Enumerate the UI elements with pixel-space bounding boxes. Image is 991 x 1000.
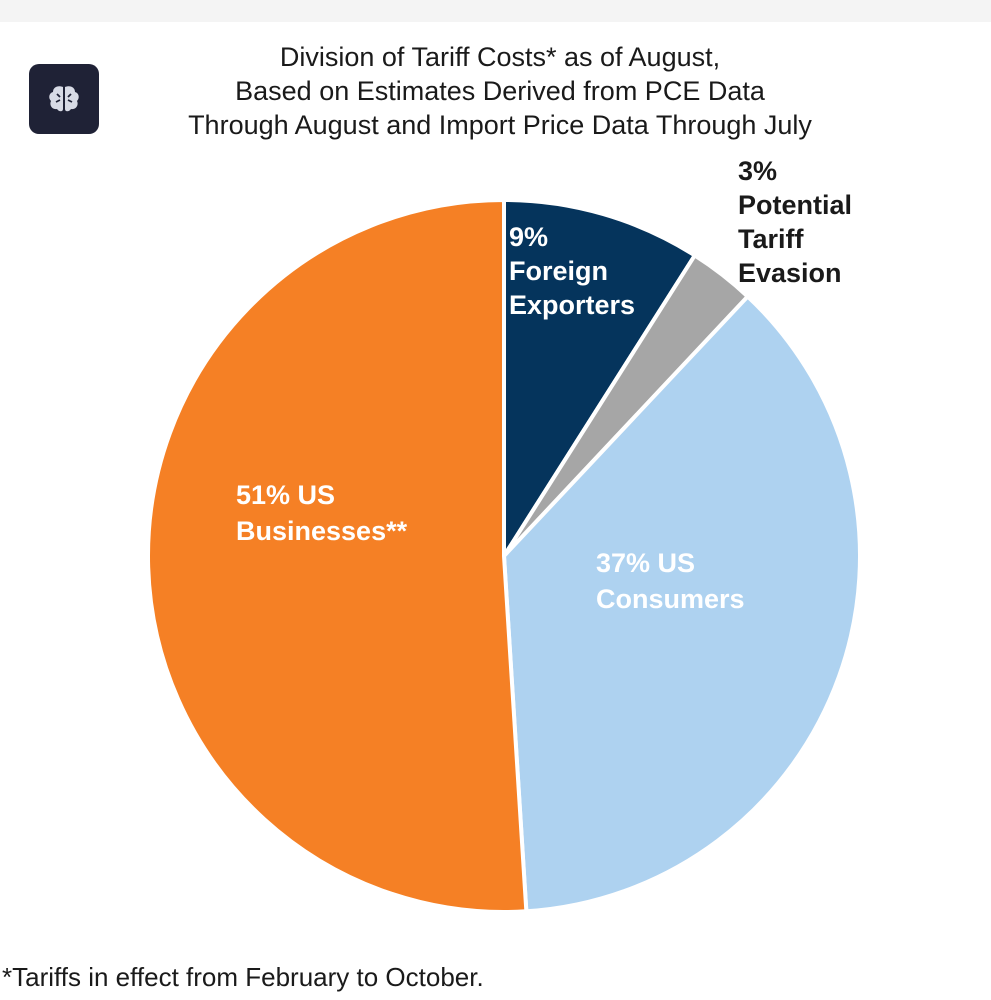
slice-label-line: Potential — [738, 190, 852, 220]
brain-icon — [49, 86, 79, 112]
chart-title-line: Division of Tariff Costs* as of August, — [279, 42, 721, 72]
slice-label-line: Consumers — [596, 584, 745, 614]
pie-slice-us-consumers — [502, 294, 862, 914]
pie-slice-foreign-exporters — [502, 198, 697, 558]
slice-label-line: Foreign — [509, 256, 608, 286]
slice-label-line: 3% — [738, 156, 777, 186]
slice-label-us-consumers: 37% US Consumers — [596, 548, 745, 614]
pie-labels: 9% Foreign Exporters 3% Potential Tariff Evasi… — [236, 156, 852, 614]
pie-slices — [146, 198, 862, 914]
slice-label-line: 37% US — [596, 548, 695, 578]
pie-slice-us-businesses — [146, 198, 529, 914]
slice-label-potential-tariff-evasion: 3% Potential Tariff Evasion — [738, 156, 852, 288]
slice-label-us-businesses: 51% US Businesses** — [236, 480, 408, 546]
slice-label-line: Evasion — [738, 258, 842, 288]
slice-label-line: 9% — [509, 222, 548, 252]
chart-footnote: *Tariffs in effect from February to Octo… — [2, 962, 484, 992]
chart-title-line: Through August and Import Price Data Thr… — [188, 110, 812, 140]
slice-label-foreign-exporters: 9% Foreign Exporters — [509, 222, 635, 320]
top-band — [0, 0, 991, 22]
slice-label-line: Businesses** — [236, 516, 408, 546]
brain-badge-button[interactable] — [29, 64, 99, 134]
slice-label-line: 51% US — [236, 480, 335, 510]
chart-title: Division of Tariff Costs* as of August, … — [130, 40, 870, 142]
slice-label-line: Exporters — [509, 290, 635, 320]
chart-title-line: Based on Estimates Derived from PCE Data — [235, 76, 765, 106]
slice-label-line: Tariff — [738, 224, 805, 254]
